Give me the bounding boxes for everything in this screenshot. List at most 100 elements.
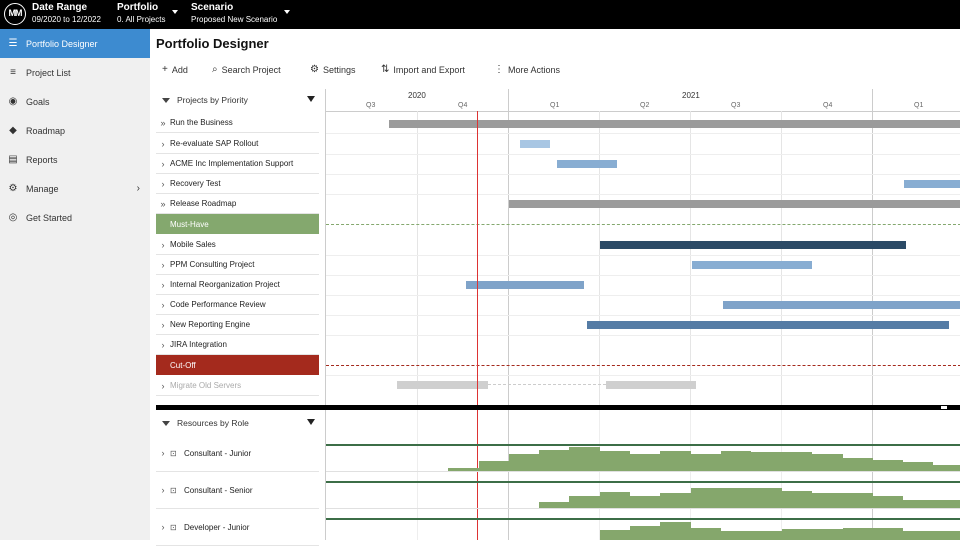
chevron-right-icon[interactable]: › [161, 138, 165, 149]
gantt-chart: 2020 2021 Q3 Q4 Q1 Q2 Q3 Q4 Q1 [325, 89, 960, 405]
double-chevron-icon[interactable]: » [160, 198, 166, 209]
chevron-right-icon[interactable]: › [161, 485, 165, 495]
app-logo: MM [4, 3, 26, 25]
import-export-button[interactable]: ⇅ Import and Export [381, 64, 465, 75]
collapse-icon[interactable] [162, 420, 170, 426]
gantt-bar-mobile-sales[interactable] [600, 241, 906, 249]
filter-icon[interactable] [307, 96, 315, 102]
chevron-right-icon[interactable]: › [161, 319, 165, 330]
chevron-right-icon[interactable]: › [161, 158, 165, 169]
demand-bar [479, 461, 509, 471]
quarter-label: Q4 [458, 102, 468, 109]
project-row[interactable]: › Recovery Test [156, 174, 319, 194]
project-row[interactable]: › New Reporting Engine [156, 315, 319, 335]
project-label: Run the Business [170, 118, 233, 127]
resource-row[interactable]: › ⊡ Consultant - Junior [156, 435, 319, 472]
project-label: JIRA Integration [170, 340, 227, 349]
chevron-right-icon[interactable]: › [161, 178, 165, 189]
sidebar-item-label: Manage [26, 183, 59, 194]
year-label: 2021 [682, 91, 700, 100]
gantt-bar-code-performance[interactable] [723, 301, 960, 309]
gantt-bar-release-roadmap[interactable] [509, 200, 960, 208]
grid-line [781, 410, 782, 540]
gantt-bar-migrate-old-servers-2[interactable] [606, 381, 696, 389]
project-label: Recovery Test [170, 179, 221, 188]
collapse-icon[interactable] [162, 97, 170, 103]
sidebar-item-get-started[interactable]: ◎ Get Started [0, 203, 150, 232]
more-actions-button[interactable]: ⋮ More Actions [494, 64, 560, 75]
target-icon: ◉ [8, 96, 18, 107]
double-chevron-icon[interactable]: » [160, 117, 166, 128]
date-range-value: 09/2020 to 12/2022 [32, 15, 101, 24]
grid-row [326, 295, 960, 296]
roadmap-icon: ◆ [9, 125, 17, 136]
project-row[interactable]: › Mobile Sales [156, 235, 319, 255]
gantt-bar-recovery-test[interactable] [904, 180, 960, 188]
project-row[interactable]: » Run the Business [156, 113, 319, 133]
project-row[interactable]: › JIRA Integration [156, 335, 319, 355]
resource-row[interactable]: › ⊡ Developer - Junior [156, 509, 319, 546]
sidebar-item-project-list[interactable]: ≡ Project List [0, 58, 150, 87]
portfolio-dropdown-icon[interactable] [172, 10, 178, 14]
project-row[interactable]: › Re-evaluate SAP Rollout [156, 134, 319, 154]
import-export-label: Import and Export [393, 64, 465, 75]
panel-divider[interactable] [156, 405, 960, 410]
demand-bar [630, 526, 660, 540]
portfolio-selector[interactable]: Portfolio 0. All Projects [117, 2, 165, 26]
project-row[interactable]: » Release Roadmap [156, 194, 319, 214]
gantt-bar-internal-reorganization[interactable] [466, 281, 584, 289]
project-label: Internal Reorganization Project [170, 280, 280, 289]
project-row[interactable]: › Code Performance Review [156, 295, 319, 315]
designer-icon: ☰ [8, 38, 18, 49]
demand-bar [873, 460, 903, 471]
gantt-bar-new-reporting-engine[interactable] [587, 321, 949, 329]
date-range-selector[interactable]: Date Range 09/2020 to 12/2022 [32, 2, 101, 26]
sidebar-item-portfolio-designer[interactable]: ☰ Portfolio Designer [0, 29, 150, 58]
gantt-bar-re-evaluate-sap-rollout[interactable] [520, 140, 550, 148]
capacity-line [326, 481, 960, 483]
add-button[interactable]: + Add [162, 64, 188, 75]
gantt-bar-migrate-old-servers[interactable] [397, 381, 488, 389]
demand-bar [448, 468, 479, 471]
search-project-button[interactable]: ⌕ Search Project [212, 64, 281, 75]
grid-row [326, 255, 960, 256]
demand-bar [812, 454, 843, 471]
projects-panel-header[interactable]: Projects by Priority [156, 89, 319, 111]
filter-icon[interactable] [307, 419, 315, 425]
scenario-label: Scenario [191, 2, 234, 13]
resource-row[interactable]: › ⊡ Consultant - Senior [156, 472, 319, 509]
gantt-bar-run-the-business[interactable] [389, 120, 960, 128]
scenario-selector[interactable]: Scenario Proposed New Scenario [191, 2, 277, 26]
sidebar-item-roadmap[interactable]: ◆ Roadmap [0, 116, 150, 145]
chevron-right-icon[interactable]: › [161, 259, 165, 270]
chevron-right-icon[interactable]: › [161, 380, 165, 391]
settings-button[interactable]: ⚙ Settings [310, 64, 356, 75]
project-row[interactable]: › Migrate Old Servers [156, 376, 319, 396]
drag-handle-icon[interactable] [941, 406, 947, 409]
sidebar-item-goals[interactable]: ◉ Goals [0, 87, 150, 116]
chevron-right-icon[interactable]: › [161, 522, 165, 532]
chevron-right-icon[interactable]: › [161, 448, 165, 458]
grid-row [326, 174, 960, 175]
grid-row [326, 315, 960, 316]
chevron-right-icon[interactable]: › [161, 279, 165, 290]
project-row[interactable]: › PPM Consulting Project [156, 255, 319, 275]
sidebar-item-reports[interactable]: ▤ Reports [0, 145, 150, 174]
chevron-right-icon[interactable]: › [161, 339, 165, 350]
resources-panel-header[interactable]: Resources by Role [156, 412, 319, 434]
project-row[interactable]: › ACME Inc Implementation Support [156, 154, 319, 174]
project-label: PPM Consulting Project [170, 260, 255, 269]
quarter-label: Q3 [366, 102, 376, 109]
sidebar-item-label: Roadmap [26, 125, 66, 136]
chevron-right-icon[interactable]: › [161, 299, 165, 310]
project-label: Release Roadmap [170, 199, 237, 208]
gantt-bar-acme-inc[interactable] [557, 160, 617, 168]
demand-bar [660, 522, 691, 540]
quarter-label: Q4 [823, 102, 833, 109]
scenario-dropdown-icon[interactable] [284, 10, 290, 14]
chevron-right-icon[interactable]: › [161, 239, 165, 250]
project-row[interactable]: › Internal Reorganization Project [156, 275, 319, 295]
sidebar-item-manage[interactable]: ⚙ Manage › [0, 174, 150, 203]
gantt-bar-ppm-consulting[interactable] [692, 261, 812, 269]
grid-line [599, 111, 600, 405]
